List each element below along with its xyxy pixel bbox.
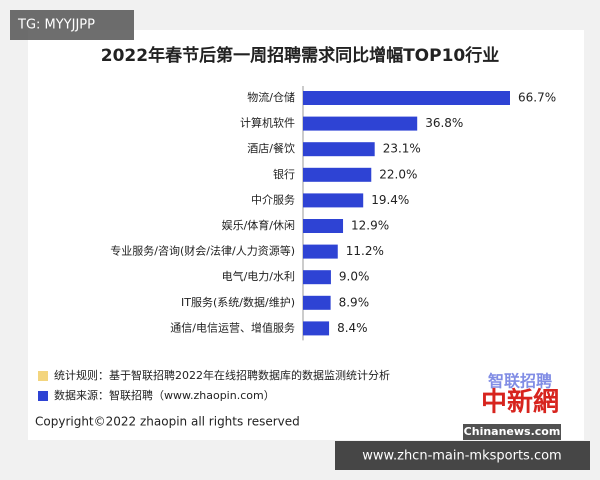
- category-label: 银行: [273, 167, 295, 181]
- note-swatch: [38, 371, 48, 381]
- value-label: 19.4%: [371, 193, 409, 207]
- bar: [303, 193, 364, 208]
- category-label: 通信/电信运营、增值服务: [170, 320, 295, 334]
- note-text: 数据来源：智联招聘（www.zhaopin.com）: [54, 388, 275, 402]
- note-text: 统计规则：基于智联招聘2022年在线招聘数据库的数据监测统计分析: [54, 368, 390, 382]
- url-badge: [335, 441, 590, 470]
- category-label: 物流/仓储: [247, 90, 295, 104]
- brand-watermark: 智联招聘: [488, 372, 552, 391]
- chart-title: 2022年春节后第一周招聘需求同比增幅TOP10行业: [101, 45, 499, 66]
- bar: [303, 270, 331, 285]
- category-label: 计算机软件: [240, 116, 295, 130]
- category-label: 娱乐/体育/休闲: [222, 218, 295, 232]
- bar: [303, 167, 372, 182]
- bar: [303, 219, 344, 233]
- note-swatch: [38, 391, 48, 401]
- category-label: IT服务(系统/数据/维护): [181, 295, 295, 309]
- bar: [303, 295, 331, 310]
- value-label: 12.9%: [351, 219, 389, 233]
- value-label: 8.9%: [339, 295, 370, 309]
- value-label: 23.1%: [383, 142, 421, 156]
- category-label: 中介服务: [251, 193, 295, 206]
- copyright: Copyright©2022 zhaopin all rights reserv…: [35, 415, 300, 429]
- category-label: 酒店/餐饮: [247, 141, 295, 155]
- site-watermark: Chinanews.com: [464, 425, 561, 438]
- bar: [303, 116, 418, 131]
- value-label: 36.8%: [425, 116, 463, 130]
- value-label: 9.0%: [339, 270, 370, 284]
- bar: [303, 321, 330, 336]
- category-label: 电气/电力/水利: [222, 269, 295, 283]
- logo-watermark: 中新網: [481, 387, 559, 418]
- value-label: 66.7%: [518, 91, 556, 105]
- bar: [303, 91, 510, 105]
- value-label: 22.0%: [379, 167, 417, 181]
- url-watermark: www.zhcn-main-mksports.com: [362, 449, 561, 464]
- tg-text: TG: MYYJJPP: [17, 18, 95, 33]
- category-label: 专业服务/咨询(财会/法律/人力资源等): [110, 244, 295, 258]
- bar: [303, 244, 338, 259]
- value-label: 11.2%: [346, 244, 384, 258]
- bar: [303, 142, 375, 157]
- site-badge: [463, 424, 561, 440]
- tg-badge: [10, 10, 134, 40]
- value-label: 8.4%: [337, 321, 368, 335]
